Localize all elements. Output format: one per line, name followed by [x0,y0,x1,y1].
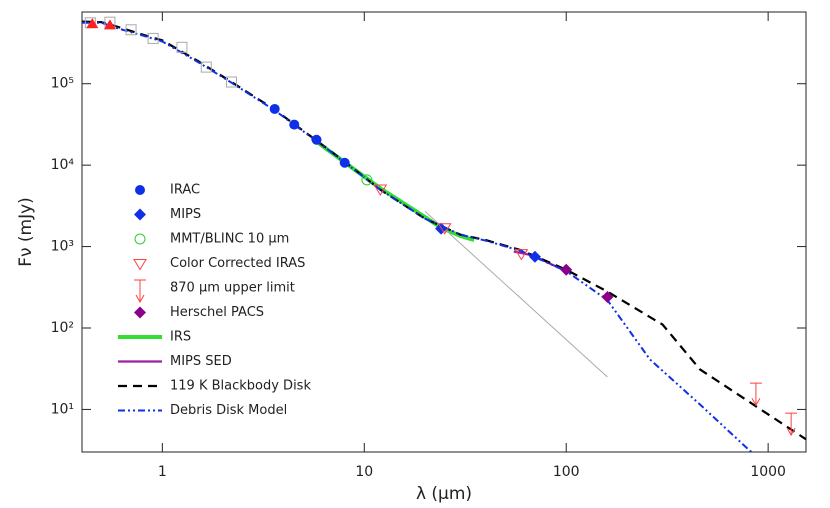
legend: IRAC MIPS MMT/BLINC 10 μm Color Corrected I… [118,183,311,418]
marker-diamond [560,263,573,276]
marker-circle [289,119,300,130]
x-tick-label: 100 [553,464,580,480]
marker-open-square [176,41,188,53]
plot-frame [81,11,807,453]
y-tick-label: 10⁴ [51,157,75,173]
marker-diamond [134,306,146,319]
legend-label: MIPS SED [170,354,232,369]
marker-open-square [147,32,159,44]
legend-label: Debris Disk Model [170,403,287,418]
legend-label: 870 μm upper limit [170,281,295,296]
marker-triangle [86,18,99,29]
marker-diamond [601,291,614,304]
marker-upper-limit [134,279,146,304]
marker-open-triangle [514,249,529,261]
marker-open-square [125,24,137,36]
y-axis-title: Fν (mJy) [16,197,36,267]
legend-label: IRS [170,330,191,345]
x-axis-title: λ (μm) [416,484,472,504]
y-tick-label: 10¹ [51,401,74,417]
marker-open-square [225,76,237,88]
series-line [82,20,806,441]
series-line [82,21,754,452]
marker-upper-limit [785,412,798,437]
marker-open-triangle [373,184,388,196]
series-line [424,211,608,378]
x-tick-label: 1 [158,464,167,480]
marker-open-triangle [133,259,147,271]
marker-open-circle [361,174,373,186]
marker-circle [339,157,350,168]
legend-label: Herschel PACS [170,305,264,320]
legend-label: IRAC [170,183,200,198]
y-tick-label: 10² [51,320,74,336]
marker-upper-limit [749,382,762,407]
marker-circle [135,185,145,195]
marker-open-circle [134,233,146,245]
marker-open-square [200,61,212,73]
legend-label: 119 K Blackbody Disk [170,379,311,394]
legend-label: Color Corrected IRAS [170,256,305,271]
marker-diamond [134,208,146,221]
marker-circle [311,134,322,145]
legend-label: MMT/BLINC 10 μm [170,232,289,247]
y-tick-label: 10⁵ [51,76,74,92]
marker-diamond [528,250,541,263]
legend-label: MIPS [170,207,201,222]
x-tick-label: 1000 [750,464,786,480]
marks-layer [84,16,798,437]
y-tick-label: 10³ [51,239,74,255]
marker-triangle [103,19,116,30]
marker-circle [269,103,280,114]
x-tick-label: 10 [355,464,373,480]
marker-open-triangle [437,223,452,235]
